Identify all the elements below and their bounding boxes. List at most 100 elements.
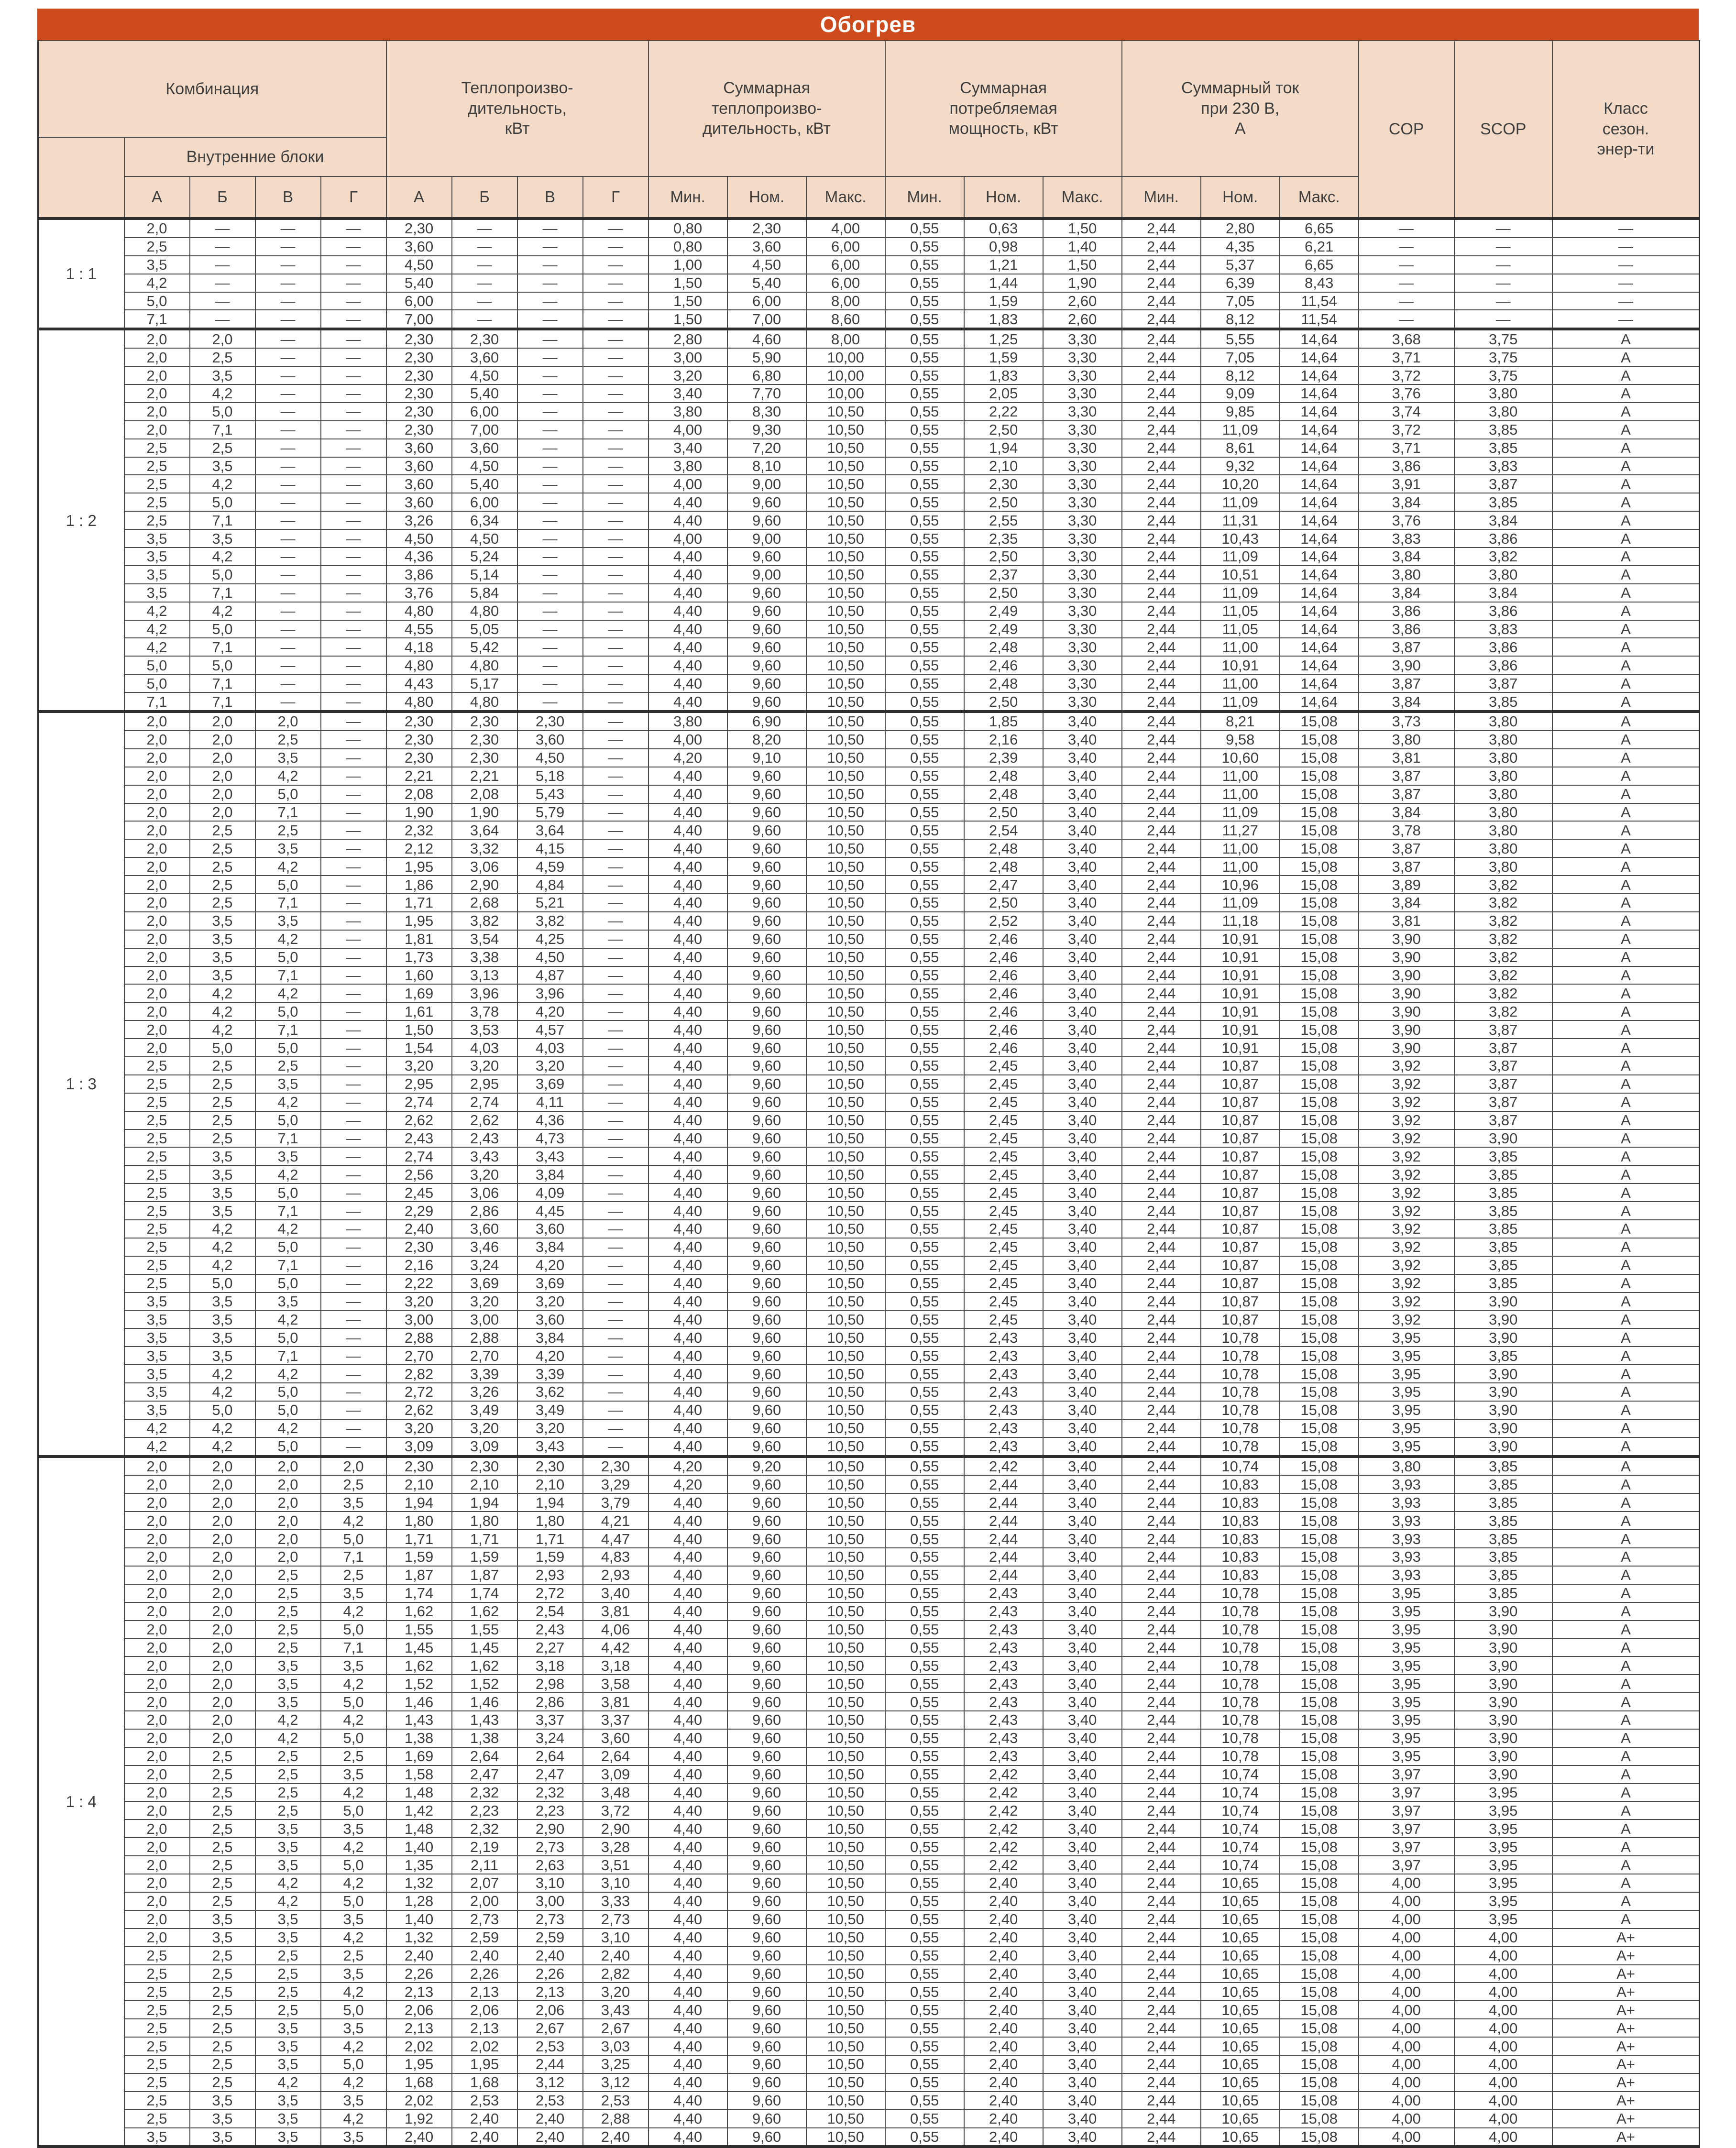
cell: — [582, 984, 649, 1003]
cell: 2,73 [516, 1909, 583, 1929]
cell: 2,0 [123, 1455, 190, 1476]
cell: 3,84 [1358, 893, 1455, 912]
cell: 4,2 [123, 601, 190, 621]
cell: 3,5 [320, 1764, 387, 1784]
cell: 2,50 [963, 547, 1044, 566]
cell: 0,55 [884, 1147, 965, 1166]
cell: — [320, 965, 387, 985]
cell: 5,0 [254, 784, 321, 804]
cell: 2,44 [1121, 1946, 1201, 1965]
cell: 2,5 [254, 1801, 321, 1820]
cell: 0,55 [884, 1783, 965, 1802]
cell: — [582, 1110, 649, 1130]
cell: 3,80 [1453, 766, 1553, 786]
cell: 2,95 [385, 1074, 452, 1094]
cell: 2,19 [451, 1837, 518, 1857]
cell: 10,65 [1200, 2037, 1280, 2056]
cell: 0,55 [884, 1020, 965, 1040]
cell: A [1551, 384, 1700, 403]
cell: 3,60 [451, 348, 518, 367]
table-row: 7,1 7,1— —4,80 4,80— —4,40 9,60 10,50 0,55 2,50 3… [38, 692, 1700, 712]
cell: 2,13 [451, 2018, 518, 2038]
cell: 5,0 [320, 2054, 387, 2074]
cell: 3,30 [1042, 656, 1122, 675]
cell: 15,08 [1279, 730, 1359, 749]
cell: 4,40 [648, 1056, 728, 1075]
cell: 2,44 [1121, 328, 1201, 349]
cell: 15,08 [1279, 1002, 1359, 1021]
cell: 1,32 [385, 1874, 452, 1893]
cell: A [1551, 1020, 1700, 1040]
cell: — [451, 255, 518, 274]
cell: 0,55 [884, 1837, 965, 1857]
cell: 2,48 [963, 784, 1044, 804]
cell: 8,61 [1200, 438, 1280, 458]
cell: 3,93 [1358, 1565, 1455, 1585]
cell: 15,08 [1279, 1400, 1359, 1420]
cell: 15,08 [1279, 1620, 1359, 1639]
table-row: 2,0 2,0 3,5 3,5 1,62 1,62 3,18 3,18 4,40 9,60 10,5… [38, 1656, 1700, 1676]
cell: 2,43 [963, 1601, 1044, 1621]
cell: 4,83 [582, 1547, 649, 1567]
cell: 2,30 [451, 328, 518, 349]
cell: 2,5 [123, 1165, 190, 1184]
cell: — [582, 420, 649, 439]
cell: 4,00 [1358, 1891, 1455, 1911]
cell: 10,50 [805, 1746, 886, 1766]
cell: 10,50 [805, 1056, 886, 1075]
cell: 15,08 [1279, 1273, 1359, 1293]
cell: 4,40 [648, 1237, 728, 1257]
cell: 3,60 [385, 237, 452, 256]
cell: 3,92 [1358, 1201, 1455, 1220]
cell: 4,00 [648, 420, 728, 439]
cell: 10,00 [805, 384, 886, 403]
cell: — [254, 420, 321, 439]
cell: 3,5 [320, 1819, 387, 1839]
cell: 2,5 [189, 1837, 256, 1857]
cell: 10,50 [805, 2037, 886, 2056]
cell: — [582, 402, 649, 421]
cell: 2,90 [582, 1819, 649, 1839]
cell: — [582, 929, 649, 949]
cell: 2,44 [1121, 1601, 1201, 1621]
table-row: 2,5 3,5 3,5 4,2 1,92 2,40 2,40 2,88 4,40 9,60 10,5… [38, 2109, 1700, 2128]
cell: 3,30 [1042, 474, 1122, 494]
cell: — [320, 384, 387, 403]
cell: 2,44 [1121, 857, 1201, 877]
cell: 2,45 [963, 1092, 1044, 1112]
cell: 3,24 [451, 1255, 518, 1275]
cell: 7,1 [189, 511, 256, 530]
cell: 2,86 [516, 1692, 583, 1712]
cell: 2,43 [963, 1710, 1044, 1730]
cell: 4,80 [385, 692, 452, 712]
cell: 0,55 [884, 1746, 965, 1766]
cell: 4,40 [648, 1547, 728, 1567]
cell: 2,10 [451, 1475, 518, 1494]
cell: 15,08 [1279, 1547, 1359, 1567]
cell: 2,43 [963, 1436, 1044, 1457]
cell: 3,40 [1042, 1692, 1122, 1712]
cell: 3,26 [451, 1382, 518, 1402]
cell: 7,1 [254, 802, 321, 822]
cell: — [582, 309, 649, 330]
cell: 3,5 [254, 1074, 321, 1094]
cell: 3,20 [516, 1292, 583, 1311]
cell: 2,44 [1121, 273, 1201, 293]
cell: 7,1 [254, 1346, 321, 1366]
cell: 5,05 [451, 619, 518, 639]
table-row: 2,0 2,5 3,5 4,2 1,40 2,19 2,73 3,28 4,40 9,60 10,5… [38, 1837, 1700, 1857]
cell: 15,08 [1279, 1074, 1359, 1094]
cell: 0,55 [884, 1237, 965, 1257]
cell: 2,0 [189, 1455, 256, 1476]
cell: 2,0 [254, 1455, 321, 1476]
cell: 2,43 [385, 1129, 452, 1148]
cell: 4,40 [648, 1038, 728, 1057]
cell: 2,44 [1121, 766, 1201, 786]
cell: 3,5 [254, 839, 321, 858]
cell: 3,40 [1042, 1147, 1122, 1166]
cell: 3,40 [1042, 710, 1122, 731]
cell: 9,60 [726, 2091, 807, 2110]
cell: 3,5 [189, 366, 256, 385]
table-row: 4,2 4,2— —4,80 4,80— —4,40 9,60 10,50 0,55 2,49 3… [38, 601, 1700, 621]
cell: 2,5 [123, 1255, 190, 1275]
